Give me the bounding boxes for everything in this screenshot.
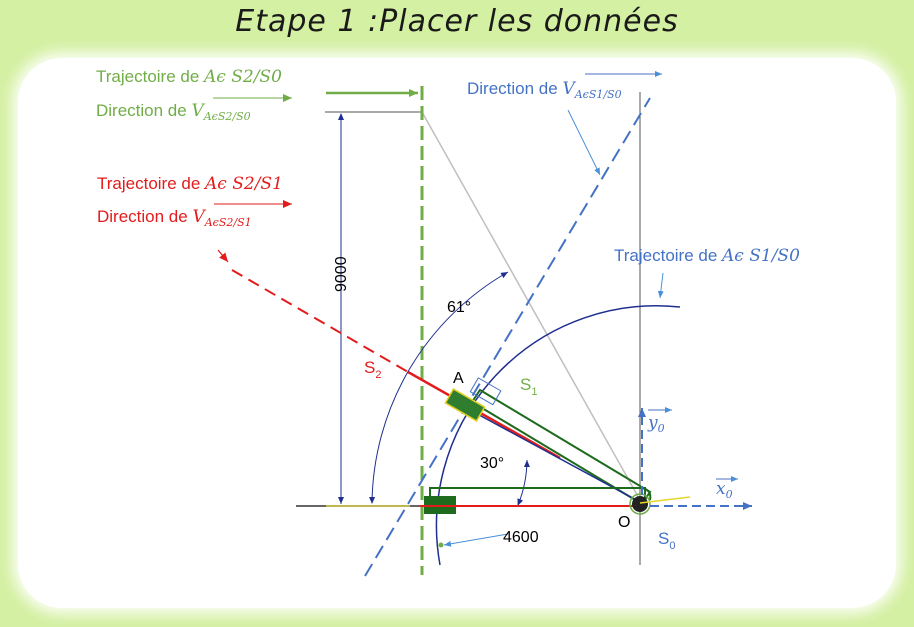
- angle-61-arc: [369, 271, 509, 504]
- s1-label: S1: [520, 375, 537, 398]
- piston-rod: [429, 487, 646, 507]
- slider-a: [444, 388, 486, 422]
- link-s2-lower: [469, 409, 641, 503]
- traj-s2-s1-label: Trajectoire de Aϵ S2/S1: [97, 174, 283, 194]
- s2-label: S2: [364, 358, 381, 381]
- s0-label: S0: [658, 529, 675, 552]
- dir-v-s1-s0-label: Direction de VAϵS1/S0: [467, 79, 622, 101]
- pivot-o-yellow: [639, 496, 691, 504]
- direction-v-s2-s1-line: [231, 269, 409, 373]
- link-s2-red: [407, 370, 561, 460]
- arc-start-pointer: [443, 533, 509, 547]
- dimension-4600-label: 4600: [503, 529, 539, 546]
- link-s1: [470, 388, 652, 506]
- x0-label: x0: [716, 479, 733, 501]
- point-a-label: A: [453, 370, 464, 387]
- direction-v-s2-s1-pointer: [217, 249, 229, 263]
- dir-v-s2-s0-label: Direction de VAϵS2/S0: [96, 101, 251, 123]
- direction-v-s1-s0-pointer: [567, 109, 601, 176]
- trajectory-s1-s0-arc: [435, 304, 681, 566]
- arc-start-point: [438, 542, 444, 548]
- trajectory-s1-s0-pointer: [657, 272, 664, 299]
- direction-v-s1-s0-line: [364, 97, 651, 577]
- dir-v-s2-s1-label: Direction de VAϵS2/S1: [97, 207, 252, 229]
- y0-label: y0: [647, 413, 665, 435]
- page-title: Etape 1 :Placer les données: [235, 4, 679, 39]
- construction-line: [421, 111, 641, 501]
- dimension-9000-label: 9000: [333, 256, 350, 292]
- pivot-o-ring: [629, 493, 651, 515]
- pivot-o: [632, 496, 648, 512]
- point-o-label: O: [618, 514, 630, 531]
- traj-s1-s0-label: Trajectoire de Aϵ S1/S0: [614, 246, 800, 266]
- angle-30-label: 30°: [480, 455, 504, 472]
- slider-a-guide: [469, 377, 502, 406]
- angle-30-arc: [517, 459, 530, 506]
- traj-s2-s0-label: Trajectoire de Aϵ S2/S0: [96, 67, 282, 87]
- angle-61-label: 61°: [447, 299, 471, 316]
